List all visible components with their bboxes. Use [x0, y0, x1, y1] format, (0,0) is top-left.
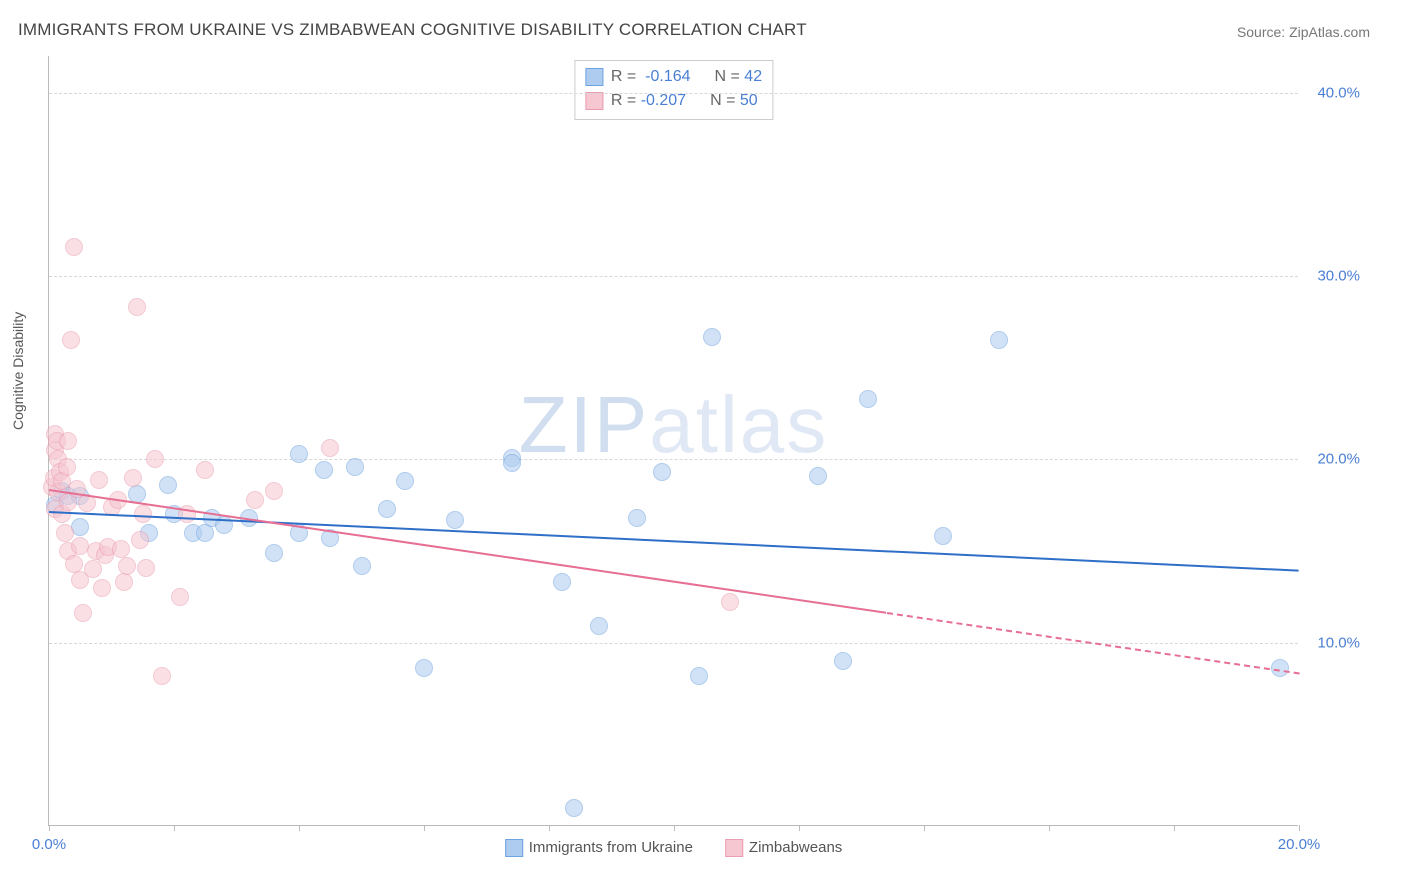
scatter-chart: ZIPatlas R = -0.164 N = 42 R = -0.207 N … — [48, 56, 1298, 826]
source-prefix: Source: — [1237, 24, 1289, 40]
data-point — [246, 491, 264, 509]
data-point — [74, 604, 92, 622]
data-point — [65, 238, 83, 256]
data-point — [553, 573, 571, 591]
x-tick-mark — [924, 825, 925, 831]
series-legend: Immigrants from Ukraine Zimbabweans — [505, 839, 843, 857]
data-point — [153, 667, 171, 685]
data-point — [415, 659, 433, 677]
data-point — [56, 524, 74, 542]
data-point — [159, 476, 177, 494]
data-point — [934, 527, 952, 545]
data-point — [90, 471, 108, 489]
y-tick-label: 10.0% — [1317, 634, 1360, 651]
r-label-1: R = -0.207 — [611, 92, 686, 110]
legend-item-zimbabwe: Zimbabweans — [725, 839, 842, 857]
x-tick-label: 20.0% — [1278, 836, 1321, 853]
data-point — [128, 298, 146, 316]
trend-line — [49, 511, 1299, 572]
watermark: ZIPatlas — [519, 379, 828, 471]
x-tick-mark — [299, 825, 300, 831]
data-point — [65, 555, 83, 573]
data-point — [62, 331, 80, 349]
data-point — [118, 557, 136, 575]
legend-swatch-ukraine — [505, 839, 523, 857]
source-attribution: Source: ZipAtlas.com — [1237, 24, 1370, 40]
data-point — [628, 509, 646, 527]
x-tick-mark — [424, 825, 425, 831]
data-point — [565, 799, 583, 817]
data-point — [690, 667, 708, 685]
chart-title: IMMIGRANTS FROM UKRAINE VS ZIMBABWEAN CO… — [18, 20, 807, 40]
data-point — [721, 593, 739, 611]
data-point — [71, 518, 89, 536]
data-point — [131, 531, 149, 549]
gridline — [49, 276, 1298, 277]
data-point — [290, 445, 308, 463]
data-point — [124, 469, 142, 487]
data-point — [84, 560, 102, 578]
data-point — [378, 500, 396, 518]
data-point — [93, 579, 111, 597]
x-tick-mark — [174, 825, 175, 831]
data-point — [321, 439, 339, 457]
y-tick-label: 20.0% — [1317, 451, 1360, 468]
data-point — [112, 540, 130, 558]
y-axis-label: Cognitive Disability — [10, 312, 26, 430]
watermark-atlas: atlas — [649, 380, 828, 469]
stats-row-ukraine: R = -0.164 N = 42 — [585, 65, 762, 89]
x-tick-mark — [674, 825, 675, 831]
data-point — [137, 559, 155, 577]
source-link[interactable]: ZipAtlas.com — [1289, 24, 1370, 40]
data-point — [115, 573, 133, 591]
data-point — [859, 390, 877, 408]
x-tick-mark — [549, 825, 550, 831]
data-point — [590, 617, 608, 635]
x-tick-mark — [1299, 825, 1300, 831]
data-point — [653, 463, 671, 481]
r-label-0: R = -0.164 — [611, 68, 691, 86]
gridline — [49, 459, 1298, 460]
n-label-1: N = 50 — [710, 92, 758, 110]
data-point — [346, 458, 364, 476]
data-point — [315, 461, 333, 479]
legend-item-ukraine: Immigrants from Ukraine — [505, 839, 693, 857]
data-point — [446, 511, 464, 529]
legend-swatch-zimbabwe — [725, 839, 743, 857]
swatch-zimbabwe — [585, 92, 603, 110]
stats-legend: R = -0.164 N = 42 R = -0.207 N = 50 — [574, 60, 773, 120]
n-label-0: N = 42 — [715, 68, 763, 86]
data-point — [990, 331, 1008, 349]
data-point — [834, 652, 852, 670]
y-tick-label: 40.0% — [1317, 84, 1360, 101]
data-point — [58, 458, 76, 476]
x-tick-label: 0.0% — [32, 836, 66, 853]
y-tick-label: 30.0% — [1317, 268, 1360, 285]
data-point — [265, 544, 283, 562]
x-tick-mark — [49, 825, 50, 831]
data-point — [59, 432, 77, 450]
watermark-zip: ZIP — [519, 380, 649, 469]
gridline — [49, 643, 1298, 644]
x-tick-mark — [1049, 825, 1050, 831]
data-point — [265, 482, 283, 500]
data-point — [196, 461, 214, 479]
data-point — [146, 450, 164, 468]
data-point — [503, 454, 521, 472]
gridline — [49, 93, 1298, 94]
data-point — [171, 588, 189, 606]
x-tick-mark — [1174, 825, 1175, 831]
data-point — [703, 328, 721, 346]
x-tick-mark — [799, 825, 800, 831]
data-point — [396, 472, 414, 490]
data-point — [809, 467, 827, 485]
data-point — [353, 557, 371, 575]
swatch-ukraine — [585, 68, 603, 86]
